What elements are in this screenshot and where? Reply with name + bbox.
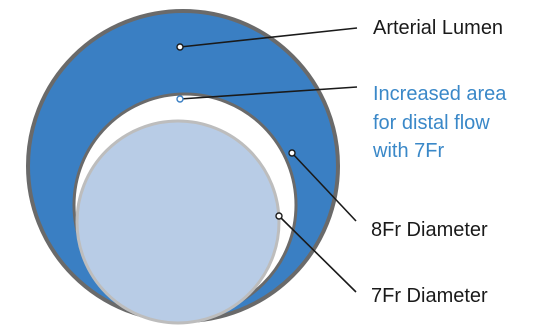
fr8-diameter-label: 8Fr Diameter: [371, 219, 488, 241]
increased-area-label-line2: for distal flow: [373, 112, 490, 134]
fr8-diameter-marker: [288, 149, 296, 157]
fr7-diameter-leader: [278, 215, 357, 293]
arterial-lumen-label: Arterial Lumen: [373, 17, 503, 39]
fr7-diameter-marker: [275, 212, 283, 220]
increased-area-label-line1: Increased area: [373, 83, 507, 105]
arterial-lumen-leader: [179, 27, 358, 48]
increased-area-leader: [179, 86, 358, 100]
increased-area-label-line3: with 7Fr: [372, 140, 444, 162]
fr7-diameter-label: 7Fr Diameter: [371, 285, 488, 307]
arterial-lumen-marker: [176, 43, 184, 51]
fr8-diameter-leader: [291, 152, 357, 222]
increased-area-marker: [176, 95, 184, 103]
sheath-7fr-circle: [75, 119, 281, 325]
